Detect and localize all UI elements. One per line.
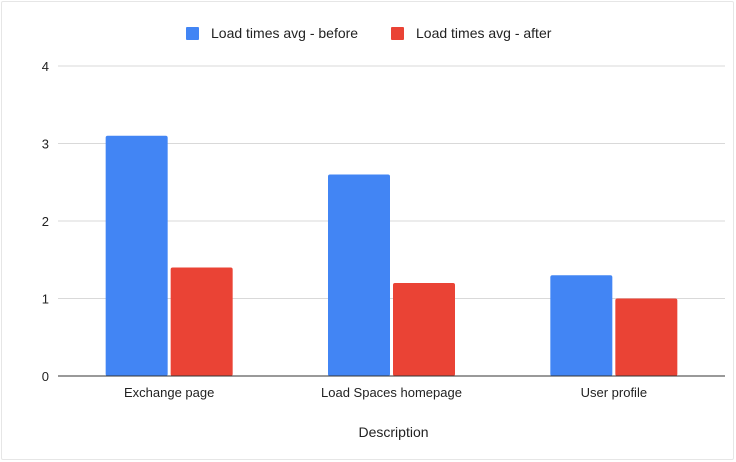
bar-after (615, 298, 678, 376)
y-tick-label: 4 (42, 59, 49, 74)
y-tick-label: 2 (42, 214, 49, 229)
x-tick-label: Load Spaces homepage (321, 385, 462, 400)
bars (105, 135, 678, 376)
bar-before (105, 135, 168, 376)
x-tick-label: User profile (581, 385, 647, 400)
x-tick-label: Exchange page (124, 385, 214, 400)
legend-swatch (391, 27, 404, 40)
y-tick-label: 0 (42, 369, 49, 384)
bar-after (170, 267, 233, 376)
y-tick-label: 3 (42, 137, 49, 152)
legend-swatch (186, 27, 199, 40)
legend-label: Load times avg - after (416, 25, 552, 41)
y-tick-label: 1 (42, 292, 49, 307)
y-axis-ticks: 0 1 2 3 4 (42, 59, 49, 384)
x-axis-title: Description (358, 424, 428, 440)
legend: Load times avg - before Load times avg - … (186, 25, 552, 41)
bar-after (393, 283, 455, 376)
bar-before (328, 174, 390, 376)
legend-label: Load times avg - before (211, 25, 358, 41)
bar-before (550, 275, 613, 376)
x-axis-ticks: Exchange page Load Spaces homepage User pr… (124, 385, 647, 400)
gridlines (58, 65, 725, 299)
